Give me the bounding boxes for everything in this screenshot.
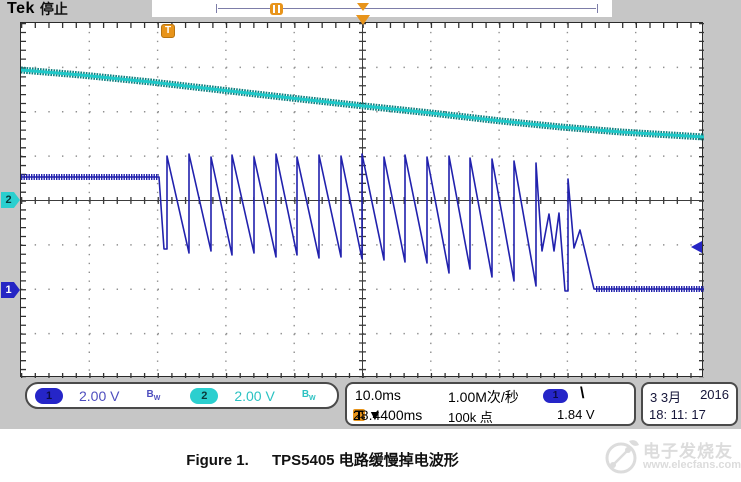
figure-caption-label: Figure 1. [186,452,249,469]
trigger-type-badge: T [161,24,175,38]
oscilloscope-screen: Tek 停止 T 2 1 1 2.00 V BW 2 2.00 V BW 10.… [0,0,741,429]
ch2-bandwidth-icon: BW [301,389,316,402]
record-trigger-marker-icon [357,3,369,11]
trigger-source-badge: 1 [543,389,568,403]
trigger-badge-icon: T [353,406,365,423]
acquisition-status: 停止 [39,1,68,17]
trigger-level-readout: 1.84 V [557,407,595,422]
watermark: 电子发烧友 www.elecfans.com [603,433,741,481]
scope-header: Tek 停止 [7,0,68,18]
waveform-svg [21,23,704,378]
watermark-name: 电子发烧友 [643,442,733,461]
ch1-ground-marker: 1 [1,282,20,298]
channel-scale-readout-box: 1 2.00 V BW 2 2.00 V BW [25,382,339,409]
timebase-readout: 10.0ms [355,387,401,403]
record-length-readout: 100k 点 [448,410,493,425]
ch1-scale-readout: 2.00 V [79,387,120,404]
pause-icon [270,3,283,15]
trigger-arrow-icon: →▼ [354,406,382,423]
date-readout: 3 3月 2016 [650,387,729,405]
ch1-bandwidth-icon: BW [146,389,161,402]
watermark-url: www.elecfans.com [643,459,741,471]
record-view-bar [216,4,598,13]
figure-caption-title: TPS5405 电路缓慢掉电波形 [271,452,459,469]
ch1-badge: 1 [35,387,63,404]
ch2-badge: 2 [190,387,219,404]
ch2-ground-marker: 2 [1,192,20,208]
figure-caption: Figure 1. TPS5405 电路缓慢掉电波形 [0,449,645,470]
time-readout: 18: 11: 17 [649,407,706,422]
timebase-trigger-readout-box: 10.0ms 1.00M次/秒 1 \ T →▼ 28.4400ms 100k … [345,382,636,426]
record-view-strip [152,0,612,17]
watermark-logo-icon [605,440,639,474]
trigger-slope-icon: \ [580,385,585,402]
datetime-readout-box: 3 3月 2016 18: 11: 17 [641,382,738,426]
graticule [20,22,704,378]
ch2-scale-readout: 2.00 V [234,387,275,404]
trigger-position-value: 28.4400ms [353,406,423,423]
trigger-position-marker-icon [356,15,370,25]
tek-logo: Tek [7,0,35,17]
record-view-line [218,8,596,9]
trigger-level-arrow-icon [691,241,702,253]
sample-rate-readout: 1.00M次/秒 [448,389,519,405]
